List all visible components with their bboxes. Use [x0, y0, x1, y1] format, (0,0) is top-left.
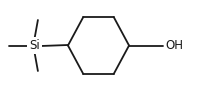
Text: Si: Si [29, 39, 40, 52]
Text: OH: OH [165, 39, 183, 52]
